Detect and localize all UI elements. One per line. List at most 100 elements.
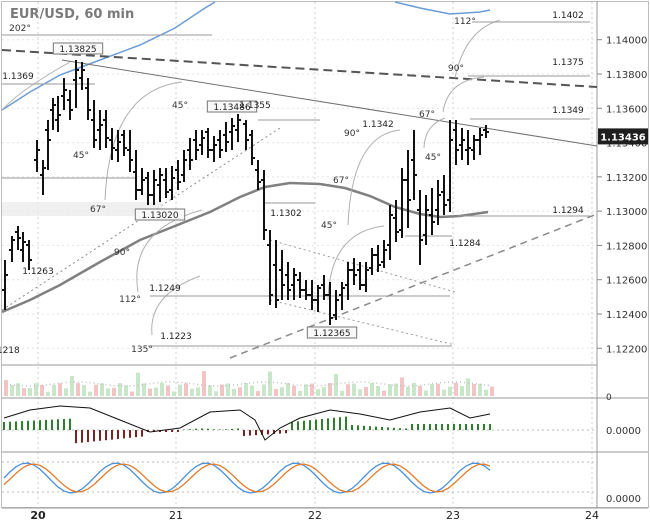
volume-bar bbox=[256, 391, 260, 396]
ohlc-bar bbox=[321, 275, 327, 300]
volume-bar bbox=[484, 389, 488, 396]
ohlc-bar bbox=[151, 170, 157, 205]
volume-bar bbox=[154, 387, 158, 396]
angle-label: 45° bbox=[73, 151, 89, 161]
ohlc-bar bbox=[79, 62, 85, 90]
stochastic-slow-line bbox=[3, 463, 491, 493]
ohlc-bar bbox=[50, 98, 56, 130]
ohlc-bar bbox=[417, 190, 423, 265]
volume-bar bbox=[286, 383, 290, 396]
ohlc-bar bbox=[61, 78, 67, 110]
gann-arc bbox=[347, 129, 401, 226]
level-label: 1.1302 bbox=[270, 209, 302, 219]
angle-label: 67° bbox=[333, 176, 349, 186]
ohlc-bar bbox=[309, 280, 315, 310]
current-price-box bbox=[598, 128, 648, 145]
ohlc-bar bbox=[103, 110, 109, 148]
ohlc-bar bbox=[127, 130, 133, 172]
ohlc-bar bbox=[45, 120, 51, 170]
ohlc-bar bbox=[369, 248, 375, 275]
volume-bar bbox=[4, 380, 8, 396]
ohlc-bar bbox=[453, 120, 459, 165]
y-tick-label: 1.13000 bbox=[606, 207, 647, 218]
level-label: 1.1369 bbox=[2, 72, 34, 82]
volume-bar bbox=[352, 383, 356, 396]
volume-bar bbox=[124, 385, 128, 396]
ohlc-bar bbox=[267, 230, 273, 305]
level-label-box bbox=[52, 42, 104, 55]
ohlc-bar bbox=[199, 130, 205, 155]
volume-bar bbox=[280, 387, 284, 396]
volume-bar bbox=[208, 385, 212, 396]
angle-label: 112° bbox=[454, 17, 476, 27]
volume-bar bbox=[448, 386, 452, 396]
ohlc-bar bbox=[34, 140, 40, 172]
ohlc-bar bbox=[465, 130, 471, 165]
volume-bar bbox=[118, 383, 122, 396]
oscillator-axis-label: 0.0000 bbox=[606, 426, 641, 437]
x-tick-label: 20 bbox=[30, 509, 46, 522]
ohlc-bar bbox=[351, 258, 357, 285]
level-label: 1.1355 bbox=[239, 101, 271, 111]
volume-bar bbox=[10, 384, 14, 396]
volume-bar bbox=[106, 388, 110, 396]
oscillator-line bbox=[3, 405, 491, 441]
volume-bar bbox=[214, 391, 218, 396]
ohlc-bar bbox=[115, 130, 121, 162]
angle-label: 90° bbox=[344, 129, 360, 139]
ohlc-bar bbox=[205, 128, 211, 158]
ohlc-bar bbox=[477, 128, 483, 155]
ohlc-bar bbox=[139, 168, 145, 195]
volume-bar bbox=[394, 383, 398, 396]
volume-bar bbox=[232, 388, 236, 396]
volume-bar bbox=[130, 391, 134, 396]
ohlc-bar bbox=[133, 150, 139, 200]
ohlc-bar bbox=[255, 160, 261, 190]
ohlc-bar bbox=[249, 130, 255, 165]
volume-bar bbox=[382, 390, 386, 396]
volume-bar bbox=[304, 384, 308, 396]
ohlc-bar bbox=[20, 232, 26, 262]
ohlc-bar bbox=[73, 60, 79, 108]
gann-arc bbox=[151, 275, 201, 336]
outer-frame bbox=[1, 1, 649, 508]
level-label: 1.1375 bbox=[552, 58, 584, 68]
volume-bar bbox=[436, 383, 440, 396]
angle-label: 135° bbox=[131, 345, 153, 355]
volume-bar bbox=[70, 375, 74, 396]
ohlc-bar bbox=[375, 245, 381, 272]
volume-bar bbox=[268, 371, 272, 396]
ohlc-bar bbox=[157, 168, 163, 202]
volume-bar bbox=[262, 384, 266, 396]
ohlc-bar bbox=[315, 285, 321, 312]
volume-bar bbox=[490, 386, 494, 396]
x-tick-label: 21 bbox=[169, 509, 183, 522]
ohlc-bar bbox=[175, 160, 181, 190]
ohlc-bar bbox=[333, 290, 339, 320]
volume-bar bbox=[346, 384, 350, 396]
volume-bar bbox=[466, 378, 470, 396]
angle-label: 67° bbox=[90, 205, 106, 215]
volume-bar bbox=[460, 386, 464, 396]
volume-bar bbox=[298, 390, 302, 396]
level-label: 1.12365 bbox=[313, 329, 350, 339]
volume-bar bbox=[100, 383, 104, 396]
resistance-trendline bbox=[1, 49, 598, 88]
gann-arc bbox=[327, 225, 385, 301]
fan-line bbox=[269, 239, 456, 293]
y-tick-label: 1.13600 bbox=[606, 104, 647, 115]
volume-bar bbox=[316, 389, 320, 396]
level-label: 1.1349 bbox=[552, 106, 584, 116]
angle-label: 90° bbox=[114, 248, 130, 258]
x-tick-label: 24 bbox=[585, 509, 599, 522]
ohlc-bar bbox=[163, 168, 169, 198]
volume-bar bbox=[388, 384, 392, 396]
ohlc-bar bbox=[297, 272, 303, 298]
ohlc-bar bbox=[393, 200, 399, 242]
angle-label: 112° bbox=[119, 295, 141, 305]
ohlc-bar bbox=[387, 205, 393, 260]
ohlc-bar bbox=[291, 268, 297, 300]
level-label: 1.1342 bbox=[362, 120, 394, 130]
volume-bar bbox=[442, 389, 446, 396]
y-tick-label: 1.14000 bbox=[606, 36, 647, 47]
